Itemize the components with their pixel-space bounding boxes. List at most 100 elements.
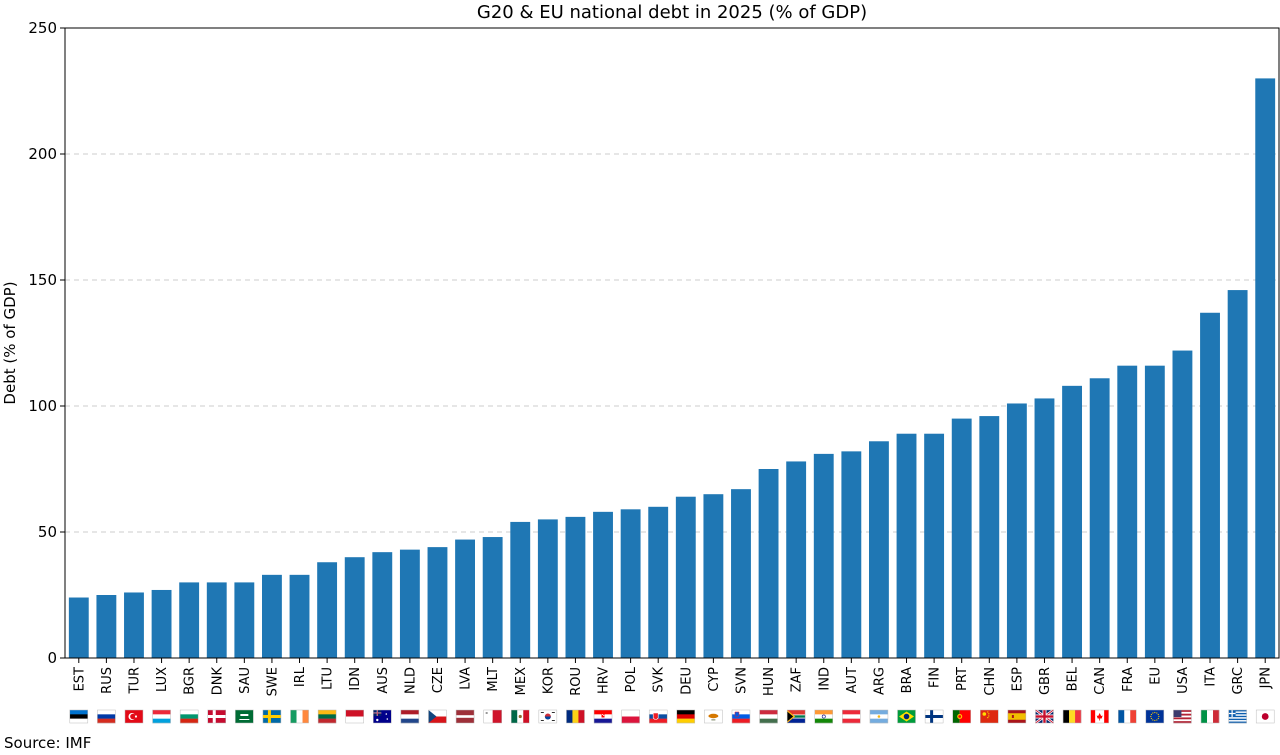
bar-ita bbox=[1200, 312, 1220, 658]
bar-dnk bbox=[206, 582, 227, 658]
x-tick-label: MEX bbox=[514, 667, 529, 695]
bar-rus bbox=[96, 595, 117, 658]
germany-flag bbox=[676, 709, 696, 724]
bar-mex bbox=[510, 521, 531, 658]
x-tick-label: CZE bbox=[431, 667, 446, 693]
bar-pol bbox=[620, 509, 641, 658]
bar-svk bbox=[648, 506, 669, 658]
chart-title: G20 & EU national debt in 2025 (% of GDP… bbox=[477, 2, 867, 23]
x-tick-label: ROU bbox=[569, 667, 584, 696]
netherlands-flag bbox=[400, 709, 420, 724]
bar-idn bbox=[344, 557, 365, 658]
south-africa-flag bbox=[786, 709, 806, 724]
canada-flag bbox=[1090, 709, 1109, 724]
bar-esp bbox=[1006, 403, 1027, 658]
x-tick-label: SVK bbox=[652, 667, 667, 693]
bar-eu bbox=[1144, 365, 1165, 658]
bar-arg bbox=[868, 441, 889, 658]
y-tick-label: 50 bbox=[38, 523, 57, 541]
x-tick-label: IND bbox=[817, 667, 832, 691]
bar-irl bbox=[289, 574, 310, 658]
china-flag bbox=[980, 709, 999, 724]
x-tick-label: RUS bbox=[100, 667, 115, 694]
x-tick-label: LUX bbox=[155, 667, 170, 692]
bar-aut bbox=[841, 451, 862, 658]
lithuania-flag bbox=[317, 709, 337, 724]
bar-lva bbox=[455, 539, 476, 658]
y-axis-label: Debt (% of GDP) bbox=[1, 281, 19, 404]
romania-flag bbox=[566, 709, 585, 724]
bar-zaf bbox=[786, 461, 807, 658]
czechia-flag bbox=[428, 709, 447, 724]
bar-bra bbox=[896, 433, 917, 658]
bar-jpn bbox=[1255, 78, 1276, 658]
bar-swe bbox=[261, 574, 282, 658]
x-tick-label: HRV bbox=[597, 667, 612, 694]
x-tick-label: EST bbox=[72, 667, 87, 691]
estonia-flag bbox=[69, 709, 89, 724]
bar-lux bbox=[151, 589, 172, 658]
x-tick-label: IRL bbox=[293, 666, 308, 687]
y-tick-label: 100 bbox=[28, 397, 57, 415]
x-tick-label: USA bbox=[1176, 667, 1191, 694]
source-note: Source: IMF bbox=[4, 734, 92, 752]
bar-fin bbox=[924, 433, 945, 658]
x-tick-label: LTU bbox=[321, 667, 336, 690]
bar-deu bbox=[675, 496, 696, 658]
y-tick-label: 250 bbox=[28, 19, 57, 37]
bulgaria-flag bbox=[179, 709, 199, 724]
x-tick-label: GRC bbox=[1231, 667, 1246, 695]
belgium-flag bbox=[1062, 709, 1082, 724]
indonesia-flag bbox=[345, 709, 364, 724]
x-axis: EST RUS TUR LUX BGR DNK SAU SWE IRL LTU IDN AUS NLD C… bbox=[72, 658, 1274, 696]
poland-flag bbox=[621, 709, 640, 724]
x-tick-label: JPN bbox=[1259, 667, 1274, 689]
india-flag bbox=[814, 709, 833, 724]
x-tick-label: CYP bbox=[707, 667, 722, 692]
bar-est bbox=[68, 597, 89, 658]
finland-flag bbox=[924, 709, 944, 724]
bar-can bbox=[1089, 378, 1110, 658]
x-tick-label: TUR bbox=[127, 667, 142, 695]
x-tick-label: SWE bbox=[265, 667, 280, 696]
bar-chn bbox=[979, 416, 1000, 658]
malta-flag bbox=[483, 709, 502, 724]
france-flag bbox=[1118, 709, 1137, 724]
japan-flag bbox=[1255, 709, 1275, 724]
y-axis: 0 50 100 150 200 250 bbox=[28, 19, 65, 667]
x-tick-label: ARG bbox=[872, 667, 887, 695]
x-tick-label: SVN bbox=[734, 667, 749, 694]
croatia-flag bbox=[593, 709, 613, 724]
bar-ind bbox=[813, 453, 834, 658]
x-tick-label: FIN bbox=[928, 667, 943, 688]
bar-fra bbox=[1117, 365, 1138, 658]
x-tick-label: CHN bbox=[983, 667, 998, 696]
x-tick-label: ITA bbox=[1204, 667, 1219, 687]
bar-mlt bbox=[482, 537, 503, 658]
bars bbox=[68, 78, 1276, 658]
bar-cyp bbox=[703, 494, 724, 658]
slovakia-flag bbox=[648, 709, 668, 724]
bar-hrv bbox=[593, 511, 613, 658]
y-tick-label: 0 bbox=[47, 649, 57, 667]
bar-rou bbox=[565, 516, 586, 658]
x-tick-label: EU bbox=[1148, 667, 1163, 685]
bar-cze bbox=[427, 547, 448, 658]
x-tick-label: LVA bbox=[459, 667, 474, 690]
y-tick-label: 200 bbox=[28, 145, 57, 163]
x-tick-label: IDN bbox=[348, 667, 363, 691]
turkey-flag bbox=[124, 709, 144, 724]
x-tick-label: FRA bbox=[1121, 667, 1136, 692]
slovenia-flag bbox=[731, 709, 751, 724]
sweden-flag bbox=[262, 709, 282, 724]
ireland-flag bbox=[290, 709, 309, 724]
bar-bgr bbox=[179, 582, 200, 658]
south-korea-flag bbox=[538, 709, 558, 724]
bar-prt bbox=[951, 418, 972, 658]
luxembourg-flag bbox=[152, 709, 171, 724]
denmark-flag bbox=[207, 709, 226, 724]
plot-frame bbox=[64, 27, 1280, 659]
x-tick-label: AUT bbox=[845, 667, 860, 693]
x-tick-label: PRT bbox=[955, 667, 970, 691]
